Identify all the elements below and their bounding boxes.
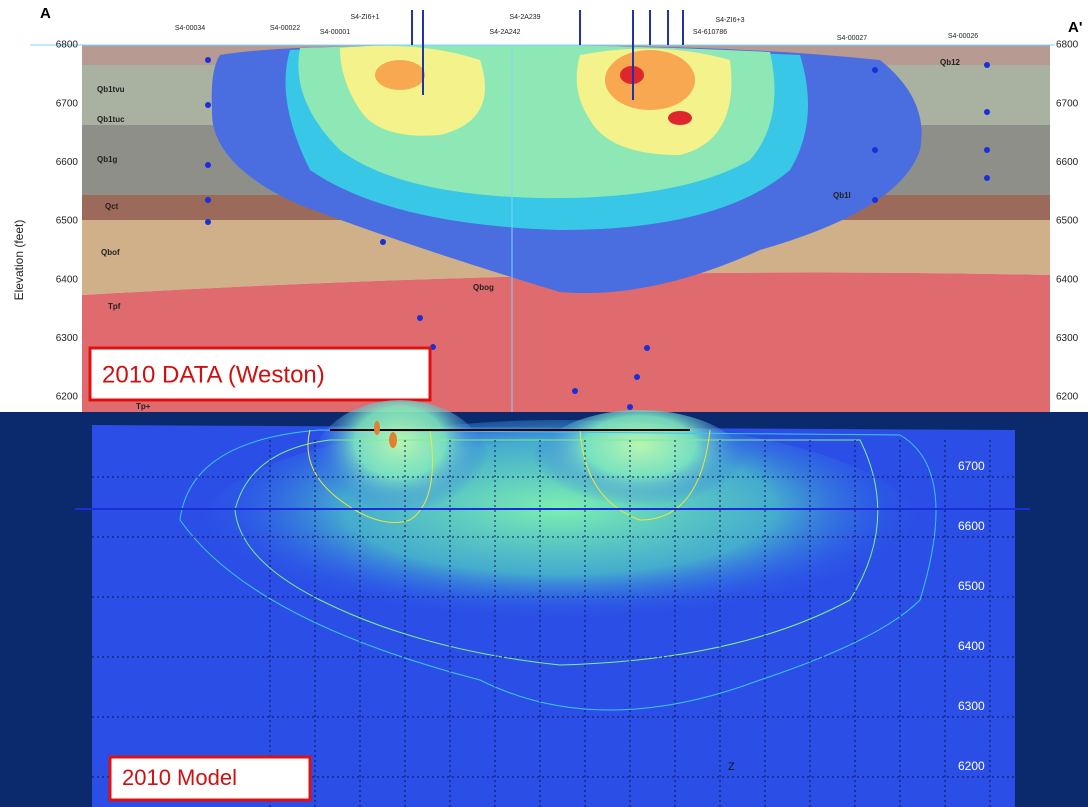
y-tick-label: 6400 — [958, 639, 985, 653]
y-tick-label: 6700 — [958, 459, 985, 473]
y-tick-label: 6600 — [56, 157, 79, 168]
y-tick-label: 6200 — [958, 759, 985, 773]
y-tick-label: 6300 — [1056, 333, 1079, 344]
unit-label: Tpf — [108, 302, 121, 311]
unit-label: Tp+ — [136, 402, 151, 411]
section-start: A — [40, 5, 51, 22]
y-tick-label: 6300 — [958, 699, 985, 713]
well-label: S4-00022 — [270, 25, 300, 32]
unit-label: Qb1tvu — [97, 85, 125, 94]
y-tick-label: 6200 — [1056, 392, 1079, 403]
well-label: S4-ZI6+1 — [351, 14, 380, 21]
well-label: S4-00034 — [175, 25, 205, 32]
well-label: S4-610786 — [693, 29, 727, 36]
unit-label: Qct — [105, 202, 119, 211]
caption: 2010 DATA (Weston) — [102, 361, 325, 388]
y-tick-label: 6500 — [958, 579, 985, 593]
y-tick-label: 6600 — [1056, 157, 1079, 168]
unit-label: Qb1tuc — [97, 115, 125, 124]
y-tick-label: 6500 — [1056, 216, 1079, 227]
y-tick-label: 6400 — [56, 274, 79, 285]
model-glow — [530, 410, 750, 530]
unit-label: Qb1l — [833, 191, 851, 200]
y-tick-label: 6400 — [1056, 274, 1079, 285]
caption: 2010 Model — [122, 765, 237, 790]
y-tick-label: 6200 — [56, 392, 79, 403]
model-glow — [310, 400, 490, 540]
unit-label: Qbog — [473, 283, 494, 292]
y-tick-label: 6500 — [56, 216, 79, 227]
marker: Z — [728, 761, 735, 773]
y-tick-label: 6700 — [1056, 98, 1079, 109]
y-tick-label: 6800 — [56, 40, 79, 51]
figure: A A' Elevation (feet) S4-00034 S4-00022 S4… — [0, 0, 1088, 807]
unit-label: Qb12 — [940, 58, 961, 67]
y-tick-label: 6700 — [56, 98, 79, 109]
well-label: S4-ZI6+3 — [716, 17, 745, 24]
well-label: S4-2A242 — [489, 29, 520, 36]
well-label: S4-00027 — [837, 35, 867, 42]
y-tick-label: 6300 — [56, 333, 79, 344]
section-end: A' — [1068, 19, 1082, 36]
y-tick-label: 6800 — [1056, 40, 1079, 51]
well-label: S4-00001 — [320, 29, 350, 36]
unit-label: Qb1g — [97, 155, 118, 164]
axis-label: Elevation (feet) — [12, 220, 26, 301]
unit-label: Qbof — [101, 248, 120, 257]
y-tick-label: 6600 — [958, 519, 985, 533]
well-label: S4-00026 — [948, 33, 978, 40]
well-label: S4-2A239 — [509, 14, 540, 21]
